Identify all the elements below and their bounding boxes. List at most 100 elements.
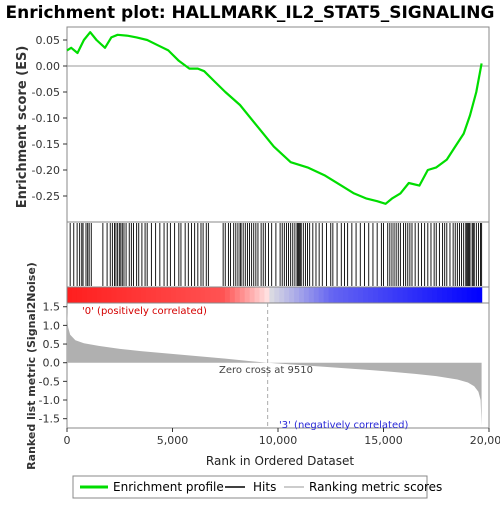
colorbar-segment [210, 287, 216, 303]
colorbar-segment [121, 287, 127, 303]
xtick-label: 0 [64, 434, 71, 447]
colorbar-segment [229, 287, 236, 303]
colorbar-segment [274, 287, 280, 303]
colorbar-segment [363, 287, 369, 303]
colorbar-segment [308, 287, 315, 303]
colorbar-segment [397, 287, 404, 303]
colorbar-segment [392, 287, 399, 303]
colorbar-segment [141, 287, 147, 303]
colorbar-segment [116, 287, 122, 303]
colorbar-segment [165, 287, 172, 303]
colorbar-segment [175, 287, 182, 303]
colorbar-segment [71, 287, 78, 303]
colorbar-segment [348, 287, 354, 303]
colorbar-segment [200, 287, 206, 303]
zero-cross-label: Zero cross at 9510 [219, 365, 313, 376]
colorbar-segment [343, 287, 349, 303]
colorbar-segment [160, 287, 167, 303]
metric-ytick-label: 0.5 [43, 338, 61, 351]
legend-label-hits: Hits [253, 480, 276, 494]
metric-axes: 1.5 1.0 0.5 0.0 -0.5 -1.0 -1.5 0 5,000 10,000 15,0… [39, 301, 500, 447]
metric-ytick-label: -1.5 [39, 413, 60, 426]
colorbar-segment [86, 287, 93, 303]
hits-marks [69, 223, 483, 286]
colorbar-segment [303, 287, 310, 303]
colorbar-segment [338, 287, 345, 303]
colorbar-segment [185, 287, 191, 303]
es-ytick-label: -0.25 [32, 190, 60, 203]
metric-axis-label: Ranked list metric (Signal2Noise) [25, 262, 38, 470]
metric-ytick-label: -0.5 [39, 375, 60, 388]
xtick-label: 20,000 [470, 434, 500, 447]
colorbar-segment [432, 287, 438, 303]
colorbar-segment [145, 287, 152, 303]
colorbar-segment [427, 287, 433, 303]
colorbar-segment [259, 287, 266, 303]
colorbar-segment [358, 287, 364, 303]
colorbar-segment [101, 287, 108, 303]
colorbar-segment [239, 287, 246, 303]
es-profile-line [66, 31, 483, 205]
es-ytick-label: -0.20 [32, 164, 60, 177]
colorbar-segment [111, 287, 117, 303]
x-axis-label: Rank in Ordered Dataset [206, 454, 354, 468]
es-ytick-label: 0.05 [36, 34, 61, 47]
colorbar-segment [377, 287, 384, 303]
colorbar-segment [466, 287, 473, 303]
colorbar-segment [456, 287, 463, 303]
es-axes: 0.05 0.00 -0.05 -0.10 -0.15 -0.20 -0.25 [32, 34, 489, 203]
colorbar-segment [437, 287, 443, 303]
colorbar-segment [382, 287, 389, 303]
colorbar-segment [412, 287, 419, 303]
es-plot-frame [66, 26, 490, 223]
colorbar-segment [244, 287, 251, 303]
colorbar-segment [106, 287, 113, 303]
colorbar-segment [150, 287, 157, 303]
es-ytick-label: -0.05 [32, 86, 60, 99]
colorbar-segment [313, 287, 320, 303]
colorbar-segment [417, 287, 423, 303]
colorbar-segment [471, 287, 478, 303]
colorbar-segment [407, 287, 414, 303]
colorbar-segment [476, 287, 483, 303]
colorbar-segment [279, 287, 285, 303]
colorbar-segment [234, 287, 241, 303]
xtick-label: 10,000 [259, 434, 298, 447]
colorbar-segment [289, 287, 295, 303]
colorbar-segment [353, 287, 359, 303]
es-ytick-label: 0.00 [36, 60, 61, 73]
colorbar-segment [224, 287, 231, 303]
colorbar-segment [447, 287, 453, 303]
colorbar-segment [373, 287, 379, 303]
metric-ytick-label: -1.0 [39, 394, 60, 407]
metric-series [67, 303, 482, 428]
colorbar-segment [294, 287, 300, 303]
colorbar-segment [126, 287, 132, 303]
negative-label: '3' (negatively correlated) [279, 420, 408, 431]
colorbar-segment [422, 287, 428, 303]
es-ytick-label: -0.10 [32, 112, 60, 125]
chart-title: Enrichment plot: HALLMARK_IL2_STAT5_SIGN… [6, 3, 495, 23]
colorbar-segment [402, 287, 409, 303]
colorbar-segment [136, 287, 142, 303]
colorbar-segment [323, 287, 330, 303]
es-axis-label: Enrichment score (ES) [15, 46, 30, 209]
colorbar-segment [76, 287, 83, 303]
hits-panel [66, 221, 490, 288]
colorbar-segment [461, 287, 468, 303]
es-ytick-label: -0.15 [32, 138, 60, 151]
colorbar-segment [220, 287, 226, 303]
rank-colorbar [66, 286, 490, 304]
colorbar-segment [298, 287, 305, 303]
colorbar-segment [318, 287, 325, 303]
colorbar-segment [170, 287, 177, 303]
colorbar-segment [190, 287, 196, 303]
colorbar-segment [387, 287, 394, 303]
colorbar-segment [269, 287, 275, 303]
legend-label-metric: Ranking metric scores [309, 480, 442, 494]
colorbar-segment [328, 287, 335, 303]
colorbar-segment [131, 287, 137, 303]
colorbar-segment [91, 287, 98, 303]
